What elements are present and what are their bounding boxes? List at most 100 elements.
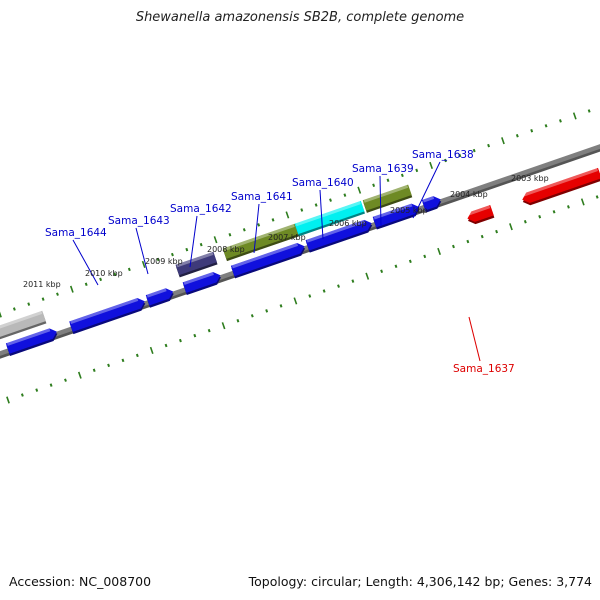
- gene-bar-1641-olive-highlight: [223, 224, 295, 252]
- upper-scale-minor-tick: [343, 193, 347, 197]
- upper-scale-minor-tick: [12, 307, 16, 311]
- lower-scale-minor-tick: [279, 304, 283, 308]
- upper-scale-minor-tick: [587, 109, 591, 113]
- upper-scale-minor-tick: [84, 282, 88, 287]
- upper-scale-major-tick: [501, 137, 505, 145]
- lower-scale-major-tick: [149, 346, 154, 355]
- gene-bar-blue-b[interactable]: [5, 328, 58, 356]
- gene-leader-line: [379, 175, 382, 227]
- gene-bar-red-a[interactable]: [466, 204, 495, 225]
- gene-bar-1638-blue-body: [421, 196, 441, 211]
- gene-bar-blue-f-highlight: [231, 242, 299, 269]
- gene-bar-blue-g[interactable]: [305, 219, 373, 253]
- gene-label-sama_1644[interactable]: Sama_1644: [45, 227, 107, 239]
- upper-scale-minor-tick: [314, 203, 318, 207]
- lower-scale-major-tick: [580, 198, 585, 206]
- gene-bar-1639-olive-body: [362, 184, 412, 211]
- lower-scale-minor-tick: [164, 343, 168, 348]
- gene-bar-1640-cyan-highlight: [295, 201, 361, 227]
- lower-scale-minor-tick: [495, 229, 499, 234]
- upper-scale-minor-tick: [199, 242, 203, 247]
- lower-scale-minor-tick: [423, 254, 427, 259]
- kbp-label-2004: 2004 kbp: [450, 190, 488, 199]
- upper-scale-minor-tick: [228, 233, 232, 237]
- gene-leader-line: [468, 316, 481, 362]
- gene-bar-1640-cyan[interactable]: [294, 200, 366, 237]
- upper-scale-minor-tick: [113, 272, 117, 277]
- upper-scale-minor-tick: [458, 153, 462, 158]
- gene-leader-line: [135, 227, 149, 275]
- upper-scale-major-tick: [429, 161, 433, 170]
- upper-scale-minor-tick: [242, 228, 246, 232]
- gene-bar-1638-blue[interactable]: [421, 196, 442, 213]
- gene-bar-blue-h-body: [372, 203, 419, 228]
- gene-bar-red-a-highlight: [466, 205, 491, 216]
- gene-bar-blue-c-highlight: [70, 298, 139, 325]
- lower-scale-minor-tick: [322, 289, 326, 293]
- lower-scale-minor-tick: [380, 269, 384, 273]
- lower-scale-minor-tick: [523, 219, 527, 224]
- lower-scale-major-tick: [509, 223, 513, 231]
- lower-scale-minor-tick: [566, 205, 570, 209]
- gene-bar-1638-blue-highlight: [422, 196, 435, 203]
- kbp-label-2010: 2010 kbp: [85, 269, 123, 278]
- gene-leader-line: [253, 203, 260, 254]
- kbp-label-2003: 2003 kbp: [511, 174, 549, 183]
- gene-label-sama_1638[interactable]: Sama_1638: [412, 149, 474, 161]
- gene-bar-2011-gray[interactable]: [0, 310, 47, 348]
- upper-scale-minor-tick: [386, 178, 390, 183]
- lower-scale-minor-tick: [107, 363, 111, 368]
- upper-scale-minor-tick: [56, 292, 59, 296]
- gene-bar-blue-d-highlight: [146, 288, 167, 298]
- gene-bar-blue-e[interactable]: [182, 271, 221, 296]
- gene-label-sama_1639[interactable]: Sama_1639: [352, 163, 414, 175]
- upper-scale-minor-tick: [515, 133, 519, 138]
- lower-scale-major-tick: [221, 322, 226, 330]
- gene-bar-1639-olive-highlight: [363, 184, 409, 203]
- upper-scale-major-tick: [572, 112, 577, 120]
- gene-label-sama_1641[interactable]: Sama_1641: [231, 191, 293, 203]
- gene-bar-blue-d[interactable]: [145, 288, 174, 308]
- gene-bar-1637-red[interactable]: [521, 167, 600, 206]
- lower-scale-minor-tick: [480, 234, 484, 239]
- gene-bar-blue-e-highlight: [183, 271, 214, 285]
- gene-label-sama_1643[interactable]: Sama_1643: [108, 215, 170, 227]
- gene-bar-blue-b-highlight: [6, 328, 51, 346]
- lower-scale-minor-tick: [552, 210, 556, 214]
- upper-scale-minor-tick: [257, 223, 261, 227]
- kbp-label-2009: 2009 kbp: [145, 257, 183, 266]
- lower-scale-minor-tick: [250, 314, 254, 318]
- kbp-label-2005: 2005 kbp: [390, 206, 428, 215]
- gene-label-sama_1640[interactable]: Sama_1640: [292, 177, 354, 189]
- lower-scale-minor-tick: [35, 388, 39, 392]
- lower-scale-major-tick: [293, 297, 298, 305]
- gene-bar-2011-gray-body: [0, 310, 46, 337]
- lower-scale-minor-tick: [351, 279, 355, 283]
- gene-bar-1637-red-body: [522, 167, 600, 204]
- upper-scale-minor-tick: [27, 302, 31, 306]
- lower-scale-minor-tick: [538, 215, 542, 219]
- gene-bar-blue-g-body: [305, 219, 372, 251]
- upper-scale-major-tick: [141, 260, 146, 269]
- gene-bar-blue-h[interactable]: [372, 203, 420, 230]
- lower-scale-minor-tick: [265, 309, 269, 313]
- map-title: Shewanella amazonensis SB2B, complete ge…: [135, 10, 465, 25]
- gene-bar-1641-olive[interactable]: [222, 223, 299, 262]
- gene-bar-1642-purple[interactable]: [175, 251, 218, 278]
- gene-bar-blue-f-body: [230, 242, 305, 277]
- lower-scale-minor-tick: [121, 358, 125, 363]
- gene-bar-blue-e-body: [182, 271, 221, 293]
- gene-bar-blue-g-highlight: [306, 219, 366, 243]
- upper-scale-minor-tick: [487, 143, 491, 148]
- upper-scale-major-tick: [357, 186, 362, 194]
- gene-bar-blue-f[interactable]: [230, 242, 306, 279]
- lower-scale-minor-tick: [193, 333, 197, 338]
- lower-scale-minor-tick: [49, 383, 53, 387]
- lower-scale-minor-tick: [337, 284, 340, 288]
- gene-bar-1639-olive[interactable]: [362, 184, 413, 213]
- gene-bar-2011-gray-highlight: [0, 311, 43, 329]
- gene-label-sama_1637[interactable]: Sama_1637: [453, 363, 515, 375]
- upper-scale-minor-tick: [530, 129, 534, 133]
- gene-bar-blue-c[interactable]: [69, 298, 146, 335]
- gene-label-sama_1642[interactable]: Sama_1642: [170, 203, 232, 215]
